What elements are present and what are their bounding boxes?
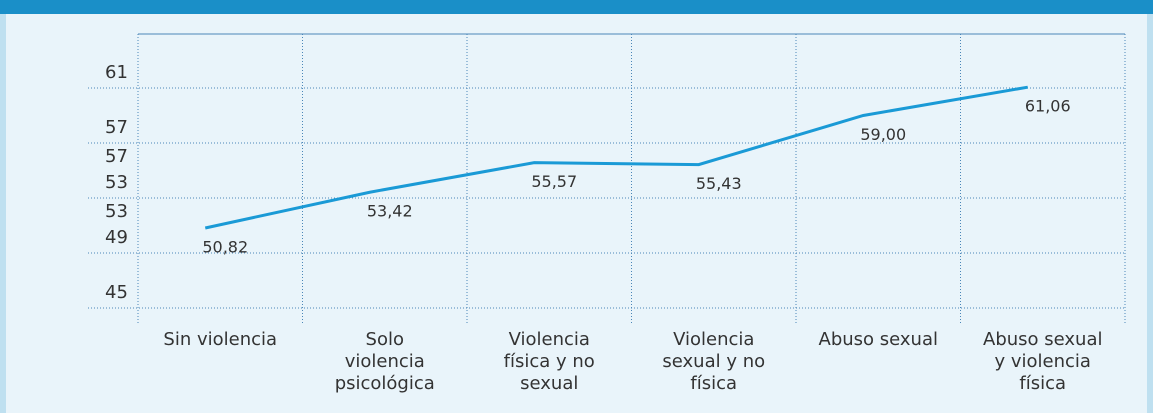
y-tick-label: 61 xyxy=(105,62,128,83)
y-tick-label: 45 xyxy=(105,282,128,303)
right-edge xyxy=(1147,14,1153,413)
x-tick-label: Abuso sexual xyxy=(819,329,939,350)
x-tick-label: Violencia física y no sexual xyxy=(504,329,595,394)
line-series xyxy=(204,85,1029,230)
y-tick-label: 53 xyxy=(105,201,128,222)
data-label: 59,00 xyxy=(860,125,906,144)
x-tick-label: Violencia sexual y no física xyxy=(662,329,765,394)
y-tick-label: 57 xyxy=(105,146,128,167)
data-label: 55,57 xyxy=(531,172,577,191)
y-tick-label: 53 xyxy=(105,172,128,193)
data-label: 50,82 xyxy=(202,237,248,256)
x-tick-label: Solo violencia psicológica xyxy=(335,329,435,394)
x-tick-label: Abuso sexual y violencia física xyxy=(983,329,1103,394)
y-tick-label: 49 xyxy=(105,227,128,248)
data-label: 53,42 xyxy=(367,202,413,221)
x-tick-label: Sin violencia xyxy=(163,329,277,350)
header-bar xyxy=(0,0,1153,14)
data-label: 55,43 xyxy=(696,174,742,193)
data-label: 61,06 xyxy=(1025,97,1071,116)
left-edge xyxy=(0,14,6,413)
y-tick-label: 57 xyxy=(105,117,128,138)
